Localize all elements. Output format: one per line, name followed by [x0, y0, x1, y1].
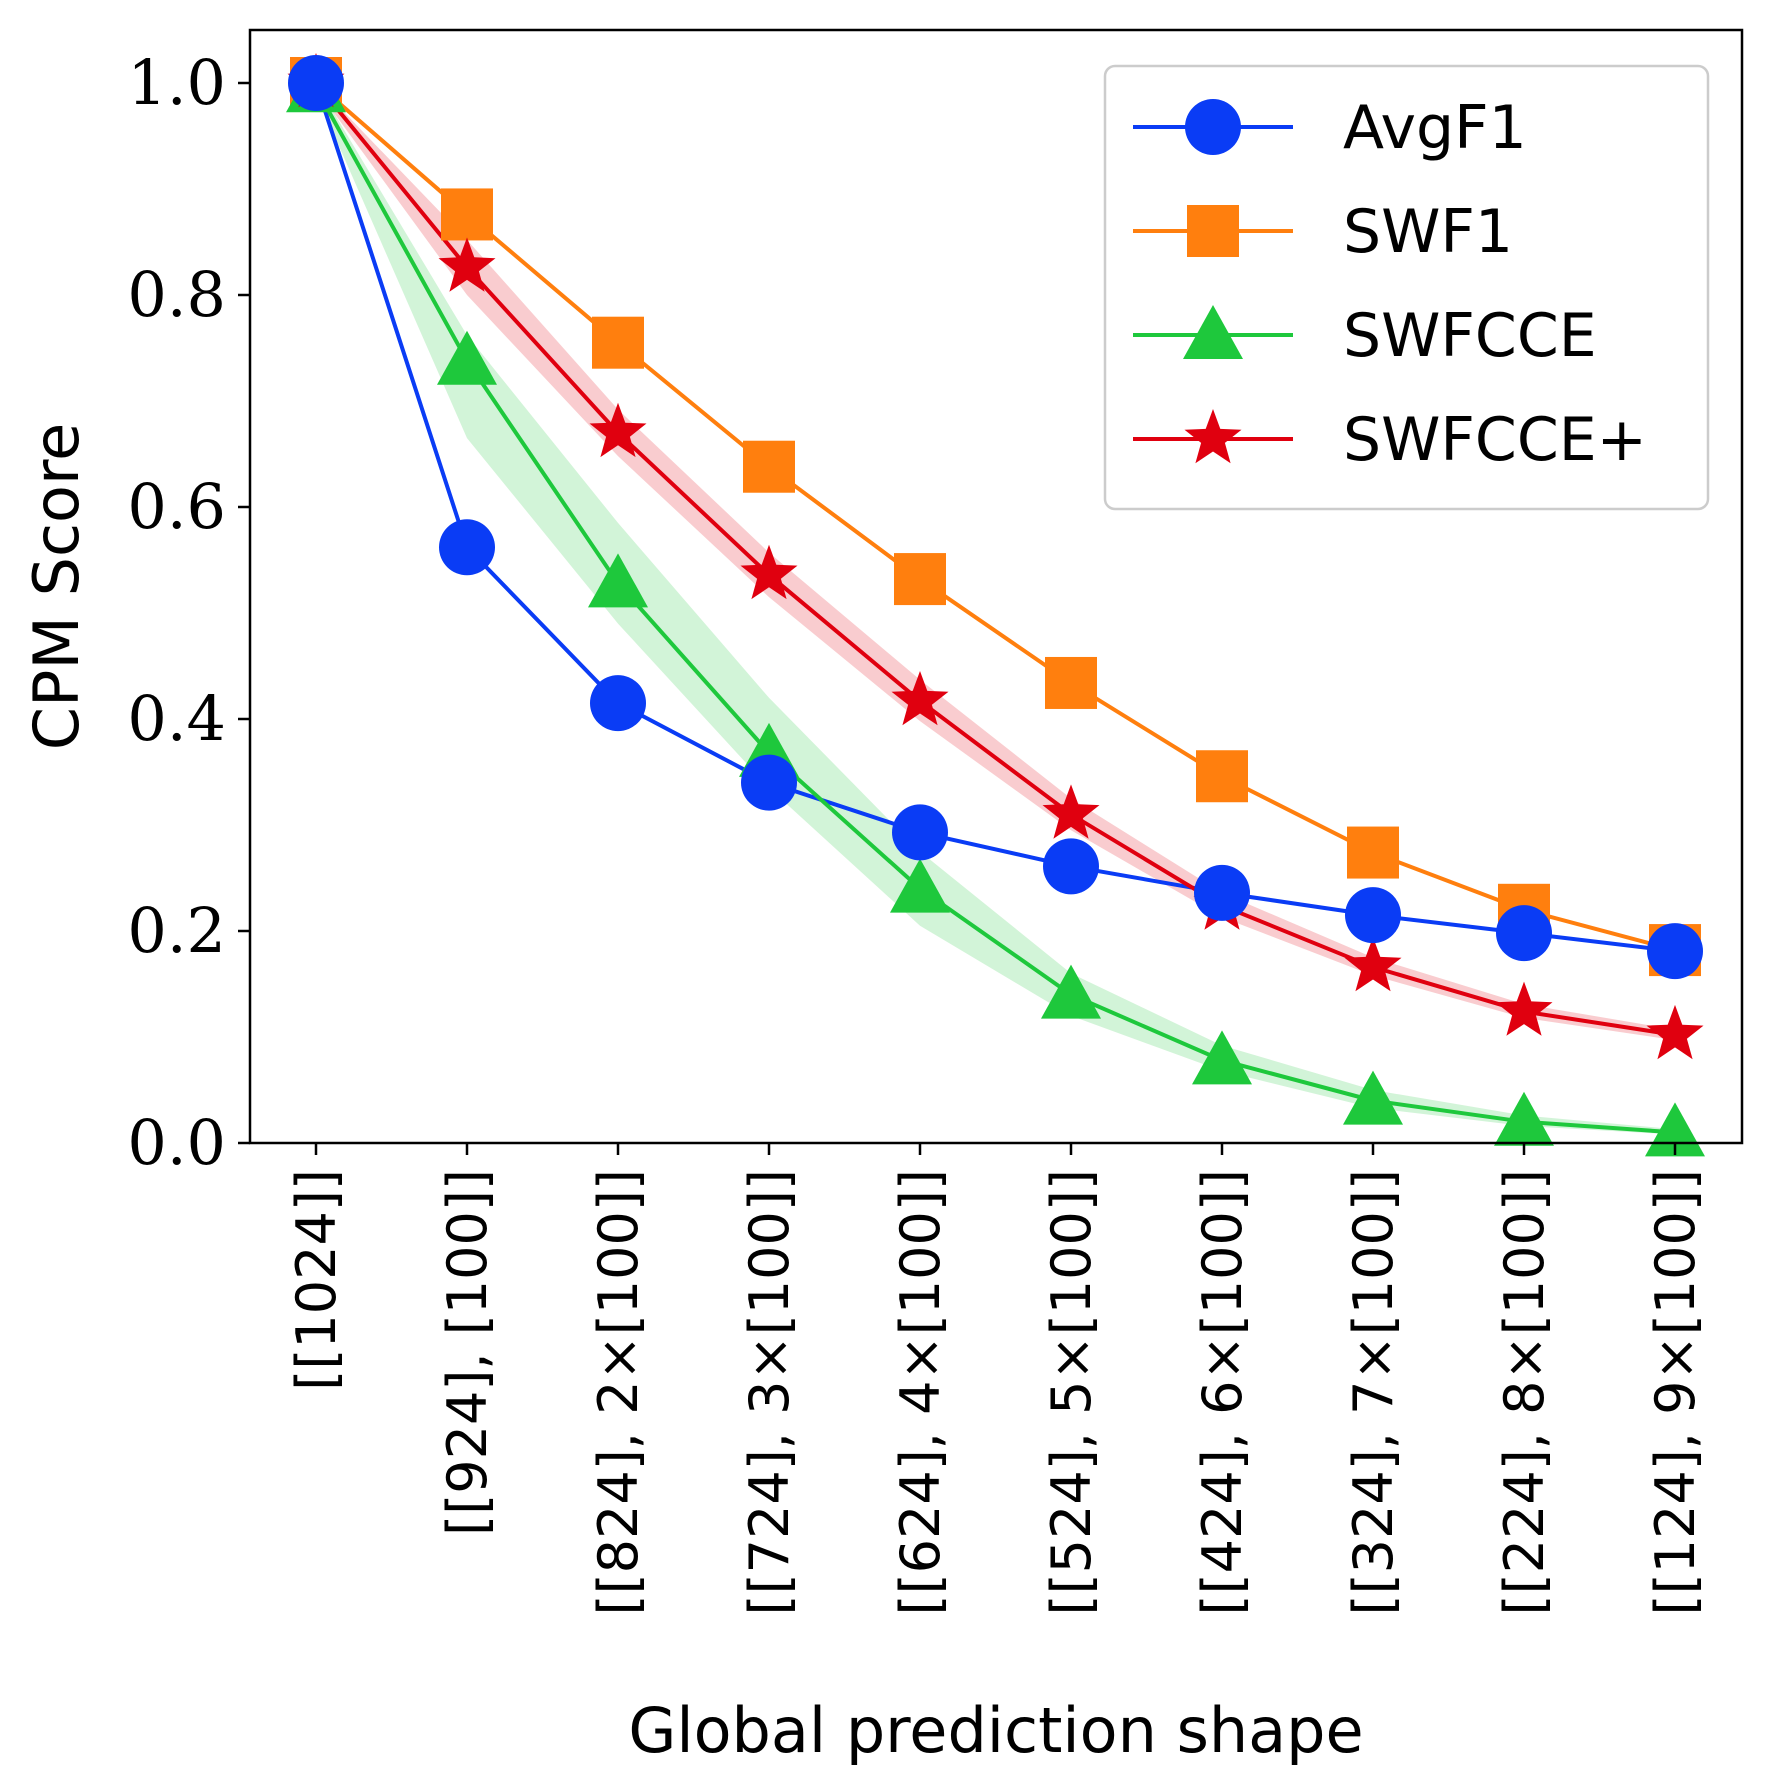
marker-swfcce-2	[588, 553, 648, 608]
x-axis-title: Global prediction shape	[628, 1694, 1363, 1767]
x-tick-label-7: [[324], 7×[100]]	[1342, 1169, 1405, 1615]
marker-swf1-4	[894, 553, 946, 606]
y-axis-title: CPM Score	[20, 423, 93, 751]
marker-swfcce-7	[1343, 1070, 1403, 1125]
legend: AvgF1 SWF1 SWFCCE SWFCCE+	[1103, 64, 1710, 511]
x-tick-label-0: [[1024]]	[285, 1169, 348, 1391]
y-tick-label-3: 0.6	[127, 470, 226, 543]
marker-swf1-2	[592, 316, 644, 369]
legend-label-swf1: SWF1	[1343, 197, 1513, 267]
y-tick-label-0: 0.0	[127, 1106, 226, 1179]
marker-avgf1-4	[892, 804, 948, 861]
legend-label-avgf1: AvgF1	[1343, 93, 1527, 163]
marker-swfcceplus-1	[438, 237, 496, 292]
x-tick-label-1: [[924], [100]]	[436, 1169, 499, 1536]
y-tick-label-5: 1.0	[127, 46, 226, 119]
marker-avgf1-6	[1194, 864, 1250, 921]
marker-avgf1-8	[1496, 905, 1552, 962]
marker-avgf1-9	[1647, 923, 1703, 980]
y-axis: 0.0 0.2 0.4 0.6 0.8 1.0	[127, 46, 250, 1179]
marker-avgf1-2	[590, 675, 646, 732]
marker-swfcceplus-5	[1042, 784, 1100, 839]
line-swfcceplus	[314, 81, 1676, 1037]
marker-avgf1-0	[288, 55, 344, 111]
marker-swf1-1	[441, 188, 493, 241]
plot-frame	[248, 28, 1744, 1145]
y-tick-label-4: 0.8	[127, 258, 226, 331]
y-tick-label-1: 0.2	[127, 894, 226, 967]
marker-swf1-7	[1347, 826, 1399, 879]
marker-avgf1-5	[1043, 838, 1099, 895]
marker-swf1-5	[1045, 656, 1097, 709]
legend-label-swfcce: SWFCCE	[1343, 301, 1597, 371]
legend-box	[1103, 64, 1710, 511]
confidence-bands	[316, 83, 1675, 1135]
y-tick-label-2: 0.4	[127, 682, 226, 755]
x-tick-label-9: [[124], 9×[100]]	[1644, 1169, 1707, 1615]
marker-swf1-6	[1196, 750, 1248, 803]
line-swfcce	[314, 87, 1676, 1135]
marker-swfcceplus-2	[589, 402, 647, 458]
line-avgf1	[314, 82, 1676, 954]
x-axis: [[1024]] [[924], [100]] [[824], 2×[100]] [[…	[285, 1143, 1707, 1615]
marker-swfcce-1	[437, 330, 497, 385]
marker-avgf1-1	[439, 519, 495, 576]
legend-label-swfcceplus: SWFCCE+	[1343, 405, 1647, 475]
x-tick-label-6: [[424], 6×[100]]	[1191, 1169, 1254, 1615]
legend-marker-swfcceplus	[1184, 409, 1242, 464]
x-tick-label-3: [[724], 3×[100]]	[738, 1169, 801, 1615]
legend-marker-avgf1	[1185, 99, 1241, 155]
legend-marker-swf1	[1187, 205, 1239, 257]
band-swfcce	[316, 83, 1675, 1135]
marker-swfcceplus-4	[891, 671, 949, 726]
x-tick-label-4: [[624], 4×[100]]	[889, 1169, 952, 1615]
line-swf1	[314, 81, 1676, 953]
marker-avgf1-3	[741, 754, 797, 811]
marker-swfcceplus-3	[740, 544, 798, 600]
series-markers	[286, 53, 1705, 1157]
marker-swf1-3	[743, 440, 795, 493]
marker-swfcce-4	[890, 858, 950, 913]
marker-avgf1-7	[1345, 887, 1401, 944]
marker-swfcce-5	[1041, 964, 1101, 1019]
x-tick-label-5: [[524], 5×[100]]	[1040, 1169, 1103, 1615]
marker-swfcce-8	[1494, 1091, 1554, 1146]
marker-swfcce-6	[1192, 1030, 1252, 1085]
marker-swfcceplus-8	[1495, 981, 1553, 1036]
x-tick-label-8: [[224], 8×[100]]	[1493, 1169, 1556, 1615]
series-lines	[314, 81, 1676, 1135]
legend-marker-swfcce	[1183, 305, 1243, 359]
x-tick-label-2: [[824], 2×[100]]	[587, 1169, 650, 1615]
marker-swfcceplus-9	[1646, 1004, 1704, 1060]
marker-swfcceplus-7	[1344, 937, 1402, 992]
